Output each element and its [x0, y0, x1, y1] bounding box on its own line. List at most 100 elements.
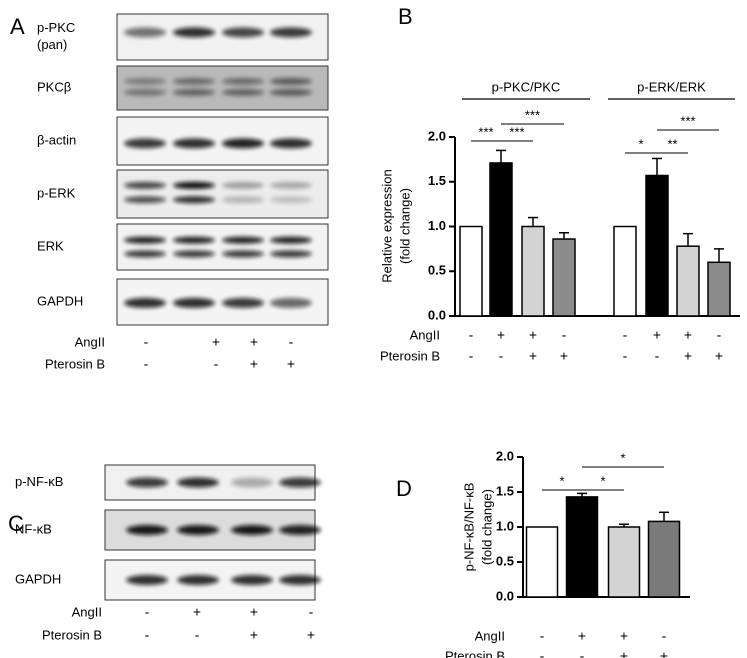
blot-label: ERK [37, 238, 64, 253]
bar [613, 225, 637, 317]
condition-sign: - [655, 348, 660, 364]
blot-band [173, 181, 215, 189]
blot-band [270, 138, 312, 149]
blot-band [222, 196, 264, 204]
blot-band [177, 525, 219, 535]
blot-label: PKCβ [37, 79, 71, 94]
condition-label: Pterosin B [445, 648, 505, 658]
blot-band [126, 477, 168, 488]
condition-label: Pterosin B [380, 348, 440, 363]
condition-sign: + [307, 627, 315, 643]
significance-label: * [600, 473, 605, 488]
blot-band [124, 181, 166, 189]
significance-label: *** [680, 113, 695, 128]
blot-band [124, 138, 166, 149]
condition-sign: + [529, 348, 537, 364]
condition-sign: - [623, 327, 628, 343]
y-tick-label: 2.0 [428, 128, 446, 143]
blot-band [231, 477, 273, 488]
condition-sign: + [560, 348, 568, 364]
condition-sign: - [623, 348, 628, 364]
condition-sign: + [497, 327, 505, 343]
y-tick-label: 0.0 [496, 588, 514, 603]
blot-band [173, 297, 215, 308]
condition-sign: - [717, 327, 722, 343]
blot-label: p-ERK [37, 185, 76, 200]
panel-letter: B [398, 4, 413, 29]
bar [647, 520, 681, 598]
blot-band [126, 525, 168, 535]
y-tick-label: 0.5 [428, 263, 446, 278]
y-tick-label: 0.0 [428, 307, 446, 322]
blot-band [173, 250, 215, 258]
blot-band [177, 575, 219, 585]
blot-band [124, 27, 166, 38]
bar [552, 238, 576, 317]
condition-sign: + [620, 628, 628, 644]
condition-sign: + [212, 334, 220, 350]
bar [521, 225, 545, 317]
condition-sign: - [289, 334, 294, 350]
y-tick-label: 1.0 [428, 218, 446, 233]
bar [489, 162, 513, 317]
y-tick-label: 1.5 [428, 173, 446, 188]
condition-sign: + [529, 327, 537, 343]
condition-sign: + [715, 348, 723, 364]
blot-band [124, 236, 166, 244]
y-axis-label: (fold change) [479, 489, 494, 565]
y-tick-label: 2.0 [496, 448, 514, 463]
blot-label: p-PKC [37, 20, 75, 35]
condition-sign: + [193, 604, 201, 620]
significance-label: * [559, 473, 564, 488]
blot-band [173, 77, 215, 85]
blot-band [177, 477, 219, 488]
panel-letter: C [8, 511, 24, 536]
y-tick-label: 1.5 [496, 483, 514, 498]
blot-frame [116, 169, 329, 219]
condition-label: AngII [72, 604, 102, 619]
blot-band [222, 297, 264, 308]
blot-label: β-actin [37, 132, 76, 147]
condition-sign: + [684, 327, 692, 343]
y-axis-label: (fold change) [397, 188, 412, 264]
condition-sign: - [662, 628, 667, 644]
condition-label: AngII [75, 334, 105, 349]
blot-label: p-NF-κB [15, 474, 63, 489]
group-label: p-ERK/ERK [637, 79, 706, 94]
condition-sign: + [578, 628, 586, 644]
blot-label: (pan) [37, 37, 67, 52]
blot-band [124, 250, 166, 258]
condition-sign: - [145, 604, 150, 620]
blot-band [270, 181, 312, 189]
blot-band [124, 196, 166, 204]
condition-sign: - [499, 348, 504, 364]
bar [459, 225, 483, 317]
blot-band [222, 250, 264, 258]
blot-band [173, 236, 215, 244]
blot-band [173, 196, 215, 204]
bar [645, 174, 669, 317]
significance-label: *** [525, 107, 540, 122]
significance-label: *** [478, 124, 493, 139]
blot-band [222, 77, 264, 85]
blot-band [270, 250, 312, 258]
condition-sign: + [250, 334, 258, 350]
blot-frame [116, 223, 329, 271]
blot-band [270, 27, 312, 38]
blot-frame [116, 65, 329, 111]
blot-band [231, 575, 273, 585]
blot-band [270, 88, 312, 96]
significance-label: * [638, 136, 643, 151]
condition-sign: - [214, 356, 219, 372]
bar [676, 245, 700, 317]
condition-sign: - [469, 327, 474, 343]
condition-sign: + [250, 356, 258, 372]
condition-sign: - [469, 348, 474, 364]
blot-label: GAPDH [15, 571, 61, 586]
significance-label: *** [509, 124, 524, 139]
significance-label: * [620, 450, 625, 465]
condition-sign: + [287, 356, 295, 372]
significance-label: ** [667, 136, 677, 151]
blot-band [222, 236, 264, 244]
condition-label: Pterosin B [42, 627, 102, 642]
